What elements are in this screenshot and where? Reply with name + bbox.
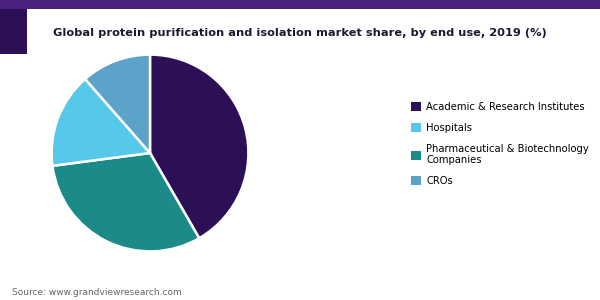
Wedge shape [52,79,150,166]
Wedge shape [52,153,199,251]
Text: Source: www.grandviewresearch.com: Source: www.grandviewresearch.com [12,288,182,297]
Legend: Academic & Research Institutes, Hospitals, Pharmaceutical & Biotechnology
Compan: Academic & Research Institutes, Hospital… [411,102,589,186]
Wedge shape [85,55,150,153]
Wedge shape [150,55,248,238]
Text: Global protein purification and isolation market share, by end use, 2019 (%): Global protein purification and isolatio… [53,28,547,38]
